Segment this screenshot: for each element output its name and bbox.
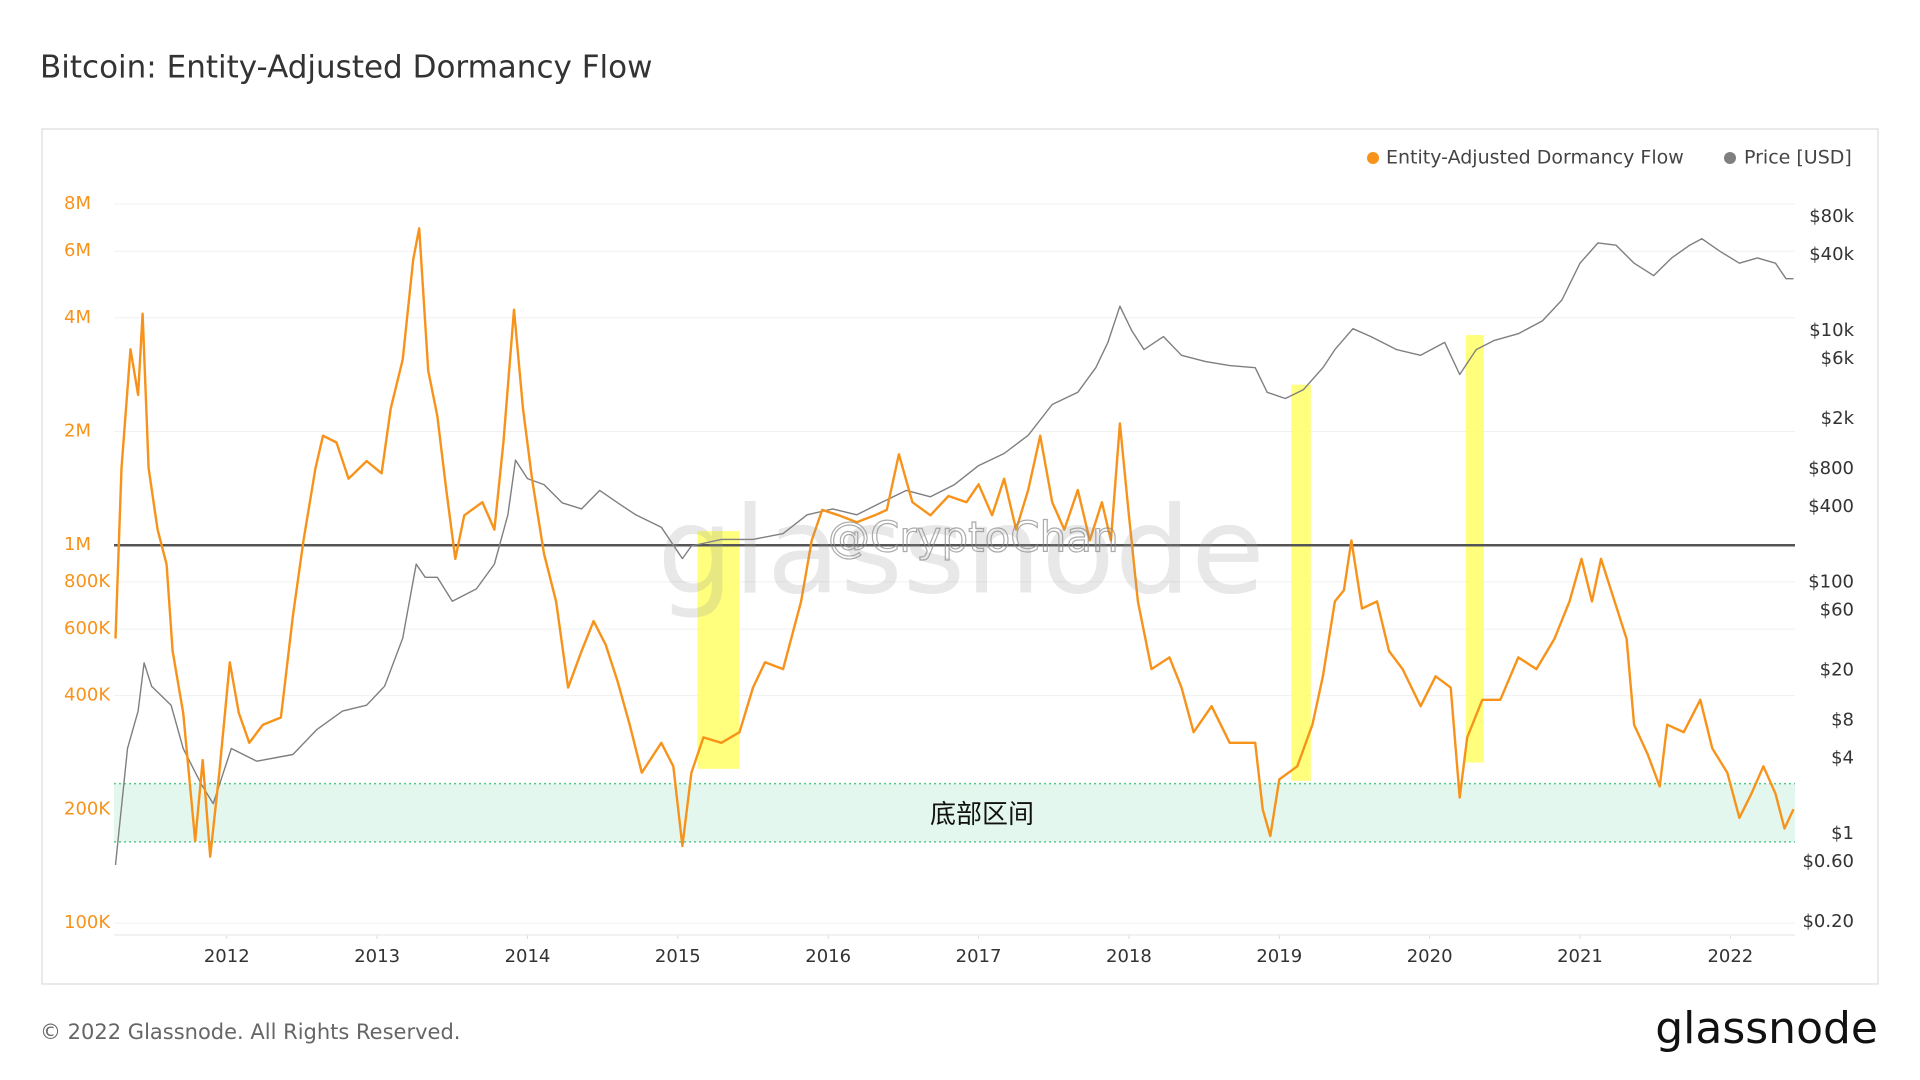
plot-area: 100K 200K 400K 600K 800K 1M 2M 4M 6M 8M $0.20 $0.60…	[64, 193, 1855, 967]
highlight-band	[1465, 335, 1484, 763]
y-tick-label: 400K	[64, 685, 111, 706]
y2-tick-label: $8	[1831, 710, 1854, 731]
y2-tick-label: $4	[1831, 747, 1854, 768]
bottom-zone	[114, 783, 1795, 842]
x-tick-label: 2018	[1106, 946, 1152, 967]
legend-marker	[1367, 152, 1379, 164]
y2-tick-label: $10k	[1809, 320, 1854, 341]
y-tick-label: 4M	[64, 307, 91, 328]
y2-tick-label: $60	[1820, 599, 1854, 620]
y2-tick-label: $1	[1831, 823, 1854, 844]
y2-tick-label: $0.20	[1802, 911, 1854, 932]
x-tick-label: 2013	[354, 946, 400, 967]
zone-label: 底部区间	[930, 800, 1034, 830]
x-tick-label: 2012	[204, 946, 250, 967]
x-tick-label: 2014	[505, 946, 551, 967]
x-tick-label: 2022	[1707, 946, 1753, 967]
x-tick-label: 2015	[655, 946, 701, 967]
y2-tick-label: $400	[1808, 496, 1854, 517]
price-line	[114, 238, 1794, 865]
y2-tick-label: $40k	[1809, 244, 1854, 265]
x-tick-label: 2019	[1256, 946, 1302, 967]
legend-label: Price [USD]	[1744, 147, 1852, 169]
y-tick-label: 1M	[64, 534, 91, 555]
y2-tick-label: $80k	[1809, 206, 1854, 227]
y2-tick-label: $6k	[1821, 348, 1855, 369]
y2-tick-label: $100	[1808, 572, 1854, 593]
x-tick-label: 2020	[1407, 946, 1453, 967]
highlight-band	[697, 531, 740, 769]
y-tick-label: 6M	[64, 240, 91, 261]
y-tick-label: 200K	[64, 798, 111, 819]
logo: glassnode	[1655, 1003, 1878, 1054]
y2-tick-label: $800	[1808, 458, 1854, 479]
footer: © 2022 Glassnode. All Rights Reserved.	[40, 1020, 460, 1044]
legend-label: Entity-Adjusted Dormancy Flow	[1386, 147, 1684, 169]
y-tick-label: 100K	[64, 912, 111, 933]
y-tick-label: 8M	[64, 193, 91, 214]
watermark: @CryptoChan	[828, 513, 1119, 562]
highlight-band	[1291, 384, 1311, 781]
watermark: glassnode	[657, 483, 1265, 622]
legend-marker	[1724, 152, 1736, 164]
x-tick-label: 2021	[1557, 946, 1603, 967]
x-tick-label: 2017	[956, 946, 1002, 967]
y2-tick-label: $2k	[1821, 408, 1855, 429]
chart-title: Bitcoin: Entity-Adjusted Dormancy Flow	[40, 50, 652, 86]
x-tick-label: 2016	[805, 946, 851, 967]
y-tick-label: 800K	[64, 571, 111, 592]
dormancy-line	[114, 227, 1795, 858]
y-tick-label: 2M	[64, 420, 91, 441]
y2-tick-label: $20	[1820, 659, 1854, 680]
y-tick-label: 600K	[64, 618, 111, 639]
y2-tick-label: $0.60	[1802, 851, 1854, 872]
